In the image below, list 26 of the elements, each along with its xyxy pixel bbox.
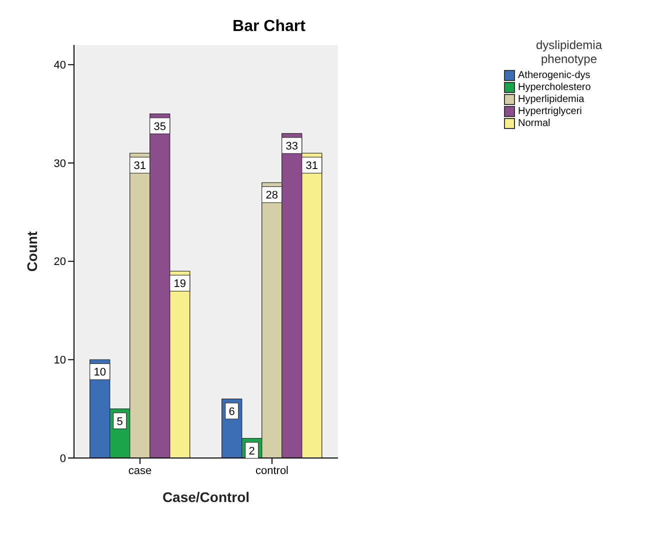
- legend-title: dyslipidemia phenotype: [534, 38, 604, 66]
- legend-label: Hyperlipidemia: [518, 94, 584, 105]
- y-tick-label: 30: [54, 158, 66, 170]
- data-label: 31: [134, 160, 146, 172]
- legend-label: Hypercholestero: [518, 82, 591, 93]
- y-tick-label: 20: [54, 256, 66, 268]
- x-axis-title: Case/Control: [162, 489, 250, 505]
- chart-title: Bar Chart: [232, 18, 306, 36]
- data-label: 19: [174, 278, 186, 290]
- data-label: 33: [286, 140, 298, 152]
- legend-label: Atherogenic-dys: [518, 70, 590, 81]
- y-axis-title: Count: [24, 230, 40, 272]
- y-tick-label: 0: [60, 452, 66, 465]
- y-tick-label: 10: [54, 354, 66, 367]
- data-label: 31: [306, 160, 318, 172]
- data-label: 10: [94, 366, 106, 379]
- data-label: 28: [266, 190, 278, 202]
- y-tick-label: 40: [54, 60, 66, 72]
- data-label: 6: [228, 406, 235, 418]
- data-label: 35: [154, 120, 166, 133]
- x-tick-label: control: [255, 464, 289, 477]
- data-label: 5: [116, 416, 123, 428]
- legend-label: Hypertriglyceri: [518, 106, 582, 117]
- x-tick-label: case: [128, 464, 152, 477]
- data-label: 2: [248, 445, 255, 458]
- legend-label: Normal: [518, 118, 550, 129]
